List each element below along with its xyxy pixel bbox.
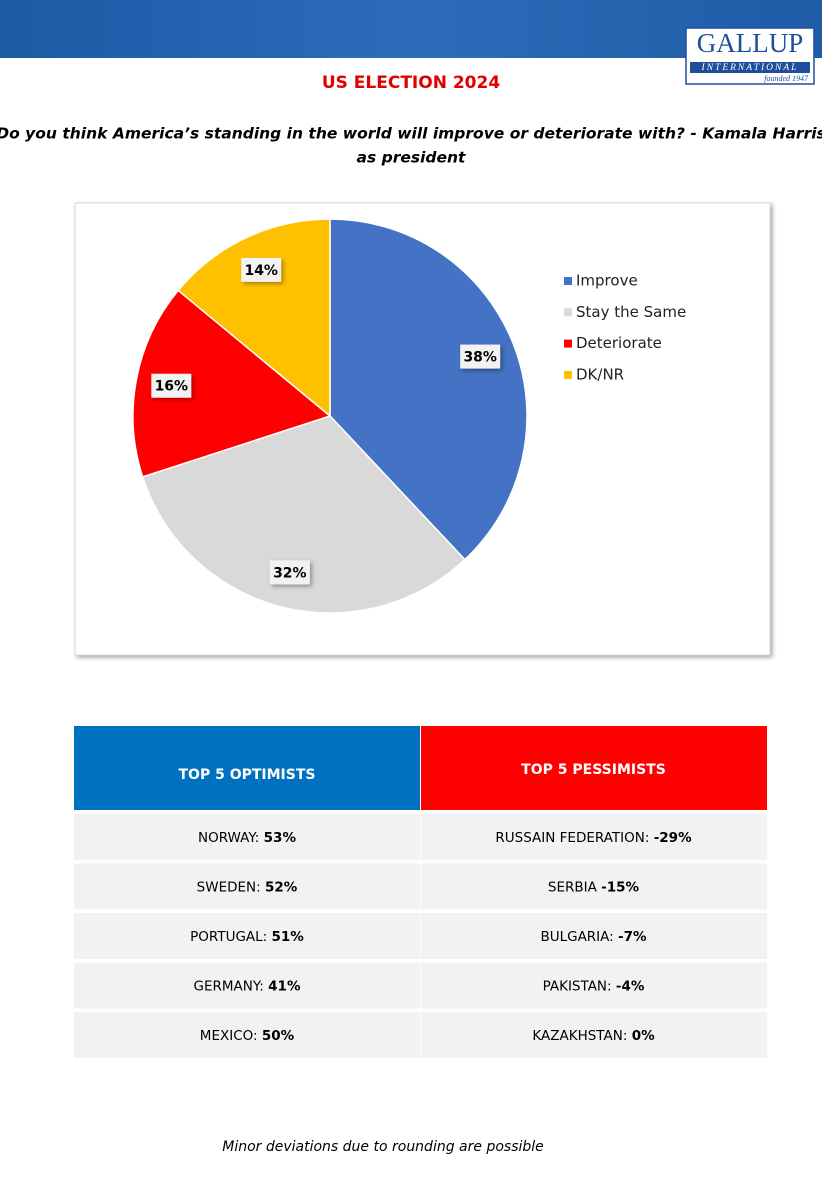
table-cell [74, 962, 420, 1009]
table-header: TOP 5 OPTIMISTS [179, 767, 316, 783]
table-cell-text: NORWAY: 53% [198, 830, 296, 846]
table-cell-text: GERMANY: 41% [194, 979, 301, 995]
table-cell [74, 863, 420, 910]
country-value: -7% [618, 929, 647, 945]
legend-label: DK/NR [576, 365, 624, 383]
logo-founded: founded 1947 [764, 74, 809, 83]
table-cell [421, 962, 767, 1009]
country-name: BULGARIA: [540, 929, 613, 945]
logo: GALLUP INTERNATIONAL founded 1947 [685, 27, 815, 85]
label-box [241, 257, 282, 282]
legend-label: Stay the Same [576, 303, 686, 321]
legend-label: Deteriorate [576, 334, 662, 352]
country-value: 50% [262, 1028, 295, 1044]
pie-slice [177, 218, 331, 418]
table-cell-text: PORTUGAL: 51% [190, 929, 304, 945]
table-cell-text: SERBIA -15% [548, 880, 640, 896]
table-cell-text: KAZAKHSTAN: 0% [532, 1028, 655, 1044]
table-cell [421, 1012, 767, 1058]
title: US ELECTION 2024 [322, 73, 501, 93]
label-box [151, 373, 192, 398]
country-value: -4% [616, 979, 645, 995]
country-value: -15% [601, 880, 639, 896]
table-header-cell [421, 726, 767, 810]
country-name: GERMANY: [194, 979, 264, 995]
legend-swatch [564, 339, 572, 348]
country-name: KAZAKHSTAN: [532, 1028, 627, 1044]
country-name: PAKISTAN: [543, 979, 612, 995]
table-cell-text: MEXICO: 50% [200, 1028, 295, 1044]
country-name: SERBIA [548, 880, 598, 896]
pie-slice [141, 415, 466, 614]
table-cell [74, 814, 420, 860]
footer-note: Minor deviations due to rounding are pos… [222, 1139, 544, 1155]
table-cell [421, 814, 767, 860]
logo-band [690, 62, 810, 73]
table-cell-text: BULGARIA: -7% [540, 929, 647, 945]
table-cell [74, 1012, 420, 1058]
table-cell-text: PAKISTAN: -4% [543, 979, 645, 995]
question-line: as president [357, 149, 467, 167]
country-value: 52% [265, 880, 298, 896]
table-cell [74, 913, 420, 959]
country-name: RUSSAIN FEDERATION: [495, 830, 649, 846]
legend-swatch [564, 277, 572, 285]
logo-name: GALLUP [697, 28, 804, 58]
legend-swatch [564, 308, 572, 317]
pie-slice [329, 218, 528, 561]
country-name: MEXICO: [200, 1028, 258, 1044]
banner [0, 0, 822, 58]
country-value: 0% [632, 1028, 655, 1044]
data-label: 16% [155, 379, 189, 395]
pie-slice [132, 289, 332, 478]
country-value: 51% [272, 929, 305, 945]
table-cell-text: RUSSAIN FEDERATION: -29% [495, 830, 692, 846]
label-box [269, 560, 310, 585]
logo-sub: INTERNATIONAL [701, 63, 799, 73]
data-label: 38% [463, 350, 497, 366]
table-cell [421, 863, 767, 910]
country-value: 41% [268, 979, 301, 995]
country-value: 53% [264, 830, 297, 846]
question-line: Do you think America’s standing in the w… [0, 125, 822, 143]
legend-swatch [564, 370, 572, 379]
country-name: SWEDEN: [197, 880, 261, 896]
table-cell-text: SWEDEN: 52% [197, 880, 298, 896]
table-header-cell [74, 726, 420, 810]
country-name: NORWAY: [198, 830, 259, 846]
data-label: 14% [244, 263, 278, 279]
legend-label: Improve [576, 272, 638, 290]
data-label: 32% [273, 565, 307, 581]
table-header: TOP 5 PESSIMISTS [521, 762, 666, 778]
country-value: -29% [654, 830, 692, 846]
logo-box [685, 27, 815, 85]
country-name: PORTUGAL: [190, 929, 267, 945]
table-cell [421, 913, 767, 959]
label-box [460, 344, 501, 369]
